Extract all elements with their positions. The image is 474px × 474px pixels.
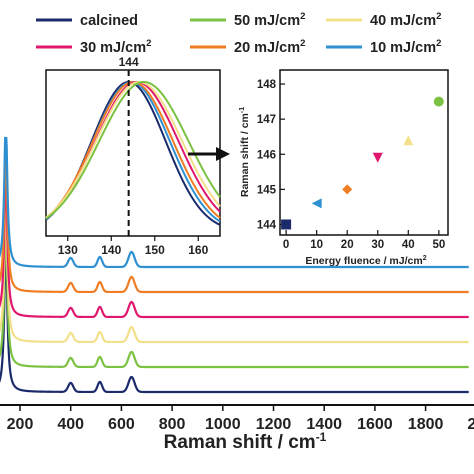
main-plot: 2004006008001000120014001600180020 Raman… <box>0 136 474 453</box>
zoom-inset-marker-label: 144 <box>119 55 139 69</box>
main-traces <box>0 136 469 394</box>
main-x-tick-label: 1000 <box>205 416 241 433</box>
scatter-inset: 144 145 146 147 148 0 10 20 30 40 50 Raman shift … <box>239 69 449 267</box>
scatter-inset-y-ticks: 144 145 146 147 148 <box>257 79 285 231</box>
scatter-inset-x-axis-label: Energy fluence / mJ/cm2 <box>305 255 426 267</box>
scatter-point-0 <box>281 219 292 230</box>
main-x-tick-label: 600 <box>108 416 135 433</box>
main-x-tick-label: 800 <box>159 416 186 433</box>
spectrum-line-4 <box>0 142 469 294</box>
main-x-tick-label: 400 <box>57 416 84 433</box>
spectrum-line-0 <box>0 242 469 394</box>
scatter-inset-y-tick-label: 144 <box>257 219 277 231</box>
zoom-inset-traces <box>45 80 221 226</box>
scatter-inset-frame <box>279 69 449 236</box>
scatter-inset-x-tick-label: 40 <box>402 239 415 251</box>
main-x-tick-label: 1800 <box>408 416 444 433</box>
scatter-inset-y-tick-label: 148 <box>257 79 277 91</box>
main-x-tick-label: 200 <box>7 416 34 433</box>
spectrum-line-1 <box>0 217 469 369</box>
scatter-inset-y-axis-label: Raman shift / cm-1 <box>239 107 251 197</box>
spectrum-line-2 <box>0 192 469 344</box>
scatter-point-5 <box>433 96 444 107</box>
scatter-inset-x-tick-label: 10 <box>310 239 323 251</box>
scatter-point-2 <box>342 184 353 195</box>
scatter-inset-x-tick-label: 20 <box>341 239 354 251</box>
main-x-tick-label: 20 <box>467 416 474 433</box>
scatter-point-4 <box>403 135 414 146</box>
scatter-inset-x-tick-label: 50 <box>432 239 445 251</box>
scatter-inset-x-tick-label: 0 <box>283 239 289 251</box>
scatter-point-1 <box>311 198 322 209</box>
legend-label: 50 mJ/cm2 <box>234 11 305 29</box>
legend-label: calcined <box>80 13 138 29</box>
zoom-inset-x-tick-label: 160 <box>188 243 208 257</box>
main-x-tick-label: 1200 <box>256 416 292 433</box>
zoom-inset-x-tick-label: 150 <box>145 243 165 257</box>
main-x-ticks: 200 400 600 800 1000 1200 1400 1600 1800 20 <box>7 405 474 433</box>
scatter-point-3 <box>372 152 383 163</box>
main-x-tick-label: 1600 <box>357 416 393 433</box>
scatter-inset-points <box>281 96 444 230</box>
zoom-inset-line-40 <box>45 81 221 219</box>
zoom-inset-x-tick-label: 140 <box>101 243 121 257</box>
legend-label: 30 mJ/cm2 <box>80 38 151 56</box>
inset-arrow <box>188 147 230 161</box>
main-x-axis-label: Raman shift / cm-1 <box>164 430 327 453</box>
zoom-inset-x-tick-label: 130 <box>58 243 78 257</box>
main-x-tick-label: 1400 <box>306 416 342 433</box>
zoom-inset-line-50 <box>45 80 221 220</box>
spectrum-line-3 <box>0 167 469 319</box>
legend-label: 10 mJ/cm2 <box>370 38 441 56</box>
zoom-inset-x-ticks: 130 140 150 160 <box>58 236 209 257</box>
legend: calcined 50 mJ/cm2 40 mJ/cm2 30 mJ/cm2 20 mJ… <box>36 11 441 56</box>
scatter-inset-y-tick-label: 147 <box>257 114 276 126</box>
legend-label: 40 mJ/cm2 <box>370 11 441 29</box>
scatter-inset-x-tick-label: 30 <box>371 239 384 251</box>
legend-label: 20 mJ/cm2 <box>234 38 305 56</box>
spectrum-line-5 <box>0 136 469 269</box>
zoom-inset: 144 130 140 150 160 <box>45 55 221 257</box>
scatter-inset-y-tick-label: 145 <box>257 184 277 196</box>
scatter-inset-x-ticks: 0 10 20 30 40 50 <box>283 230 445 251</box>
scatter-inset-y-tick-label: 146 <box>257 149 276 161</box>
